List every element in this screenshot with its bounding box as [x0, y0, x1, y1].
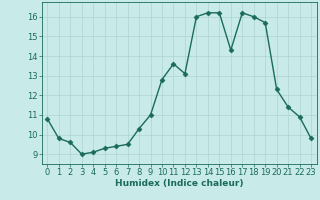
X-axis label: Humidex (Indice chaleur): Humidex (Indice chaleur): [115, 179, 244, 188]
